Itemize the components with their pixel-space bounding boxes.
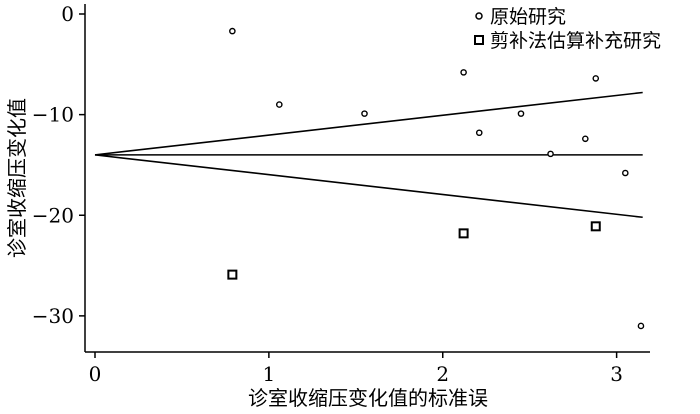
trimfill-study-point <box>227 269 238 280</box>
original-study-point <box>547 150 554 158</box>
funnel-lines <box>94 91 643 219</box>
legend-label-trimfill: 剪补法估算补充研究 <box>490 30 661 52</box>
legend-label-original: 原始研究 <box>490 6 566 28</box>
original-study-point <box>517 110 525 117</box>
x-axis-ticks: 0 1 2 3 <box>89 352 623 386</box>
funnel-upper-line <box>94 91 643 156</box>
y-axis-title: 诊室收缩压变化值 <box>5 98 29 258</box>
original-study-point <box>622 169 629 177</box>
original-study-point <box>475 129 483 137</box>
y-tick-label: 0 <box>61 2 74 26</box>
original-study-point <box>361 110 368 117</box>
y-tick-label: −20 <box>32 203 74 227</box>
y-tick-label: −30 <box>32 304 74 328</box>
original-study-point <box>460 69 467 76</box>
x-tick-label: 2 <box>436 362 449 386</box>
y-tick-label: −10 <box>32 103 74 127</box>
original-study-point <box>637 322 645 330</box>
x-axis-title: 诊室收缩压变化值的标准误 <box>248 386 488 410</box>
trimfill-study-point <box>458 228 469 239</box>
x-tick-label: 0 <box>89 362 102 386</box>
y-axis-ticks: 0 −10 −20 −30 <box>32 2 85 328</box>
original-study-point <box>582 135 589 143</box>
trimfill-study-point <box>590 221 601 232</box>
legend-item-trimfill: 剪补法估算补充研究 <box>474 30 661 52</box>
original-study-point <box>592 75 600 82</box>
data-points <box>227 27 645 330</box>
original-study-point <box>229 27 236 35</box>
legend-circle-marker <box>475 12 483 20</box>
x-tick-label: 1 <box>263 362 276 386</box>
x-tick-label: 3 <box>610 362 623 386</box>
legend-square-marker <box>474 35 484 45</box>
original-study-point <box>276 101 283 108</box>
funnel-lower-line <box>94 154 643 219</box>
legend: 原始研究 剪补法估算补充研究 <box>474 6 661 52</box>
plot-area: 0 1 2 3 0 −10 −20 −30 <box>32 2 650 386</box>
legend-item-original: 原始研究 <box>475 6 566 28</box>
